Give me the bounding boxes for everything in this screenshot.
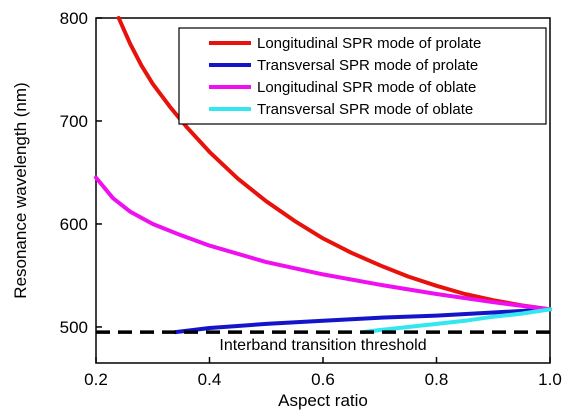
x-tick-label: 1.0 [538, 370, 562, 389]
legend-label: Transversal SPR mode of oblate [257, 101, 473, 118]
series-line-3 [94, 175, 552, 312]
x-tick-label: 0.4 [198, 370, 222, 389]
legend: Longitudinal SPR mode of prolate Transver… [178, 27, 547, 125]
threshold-annotation: Interband transition threshold [219, 337, 426, 354]
series-line-4 [360, 307, 552, 335]
x-tick-label: 0.8 [425, 370, 449, 389]
y-tick-label: 600 [60, 215, 88, 234]
x-tick-label: 0.6 [311, 370, 335, 389]
y-axis-label: Resonance wavelength (nm) [11, 82, 30, 298]
x-axis-label: Aspect ratio [278, 391, 368, 410]
axes-group: 0.2 0.4 0.6 0.8 1.0 500 600 700 800 [60, 9, 562, 389]
series-group [94, 16, 552, 335]
series-line-2 [173, 307, 552, 335]
legend-label: Transversal SPR mode of prolate [257, 57, 478, 74]
y-tick-label: 700 [60, 112, 88, 131]
y-tick-label: 500 [60, 318, 88, 337]
legend-label: Longitudinal SPR mode of prolate [257, 35, 481, 52]
y-tick-label: 800 [60, 9, 88, 28]
legend-label: Longitudinal SPR mode of oblate [257, 79, 476, 96]
series-line-1 [116, 16, 552, 312]
x-tick-label: 0.2 [84, 370, 108, 389]
